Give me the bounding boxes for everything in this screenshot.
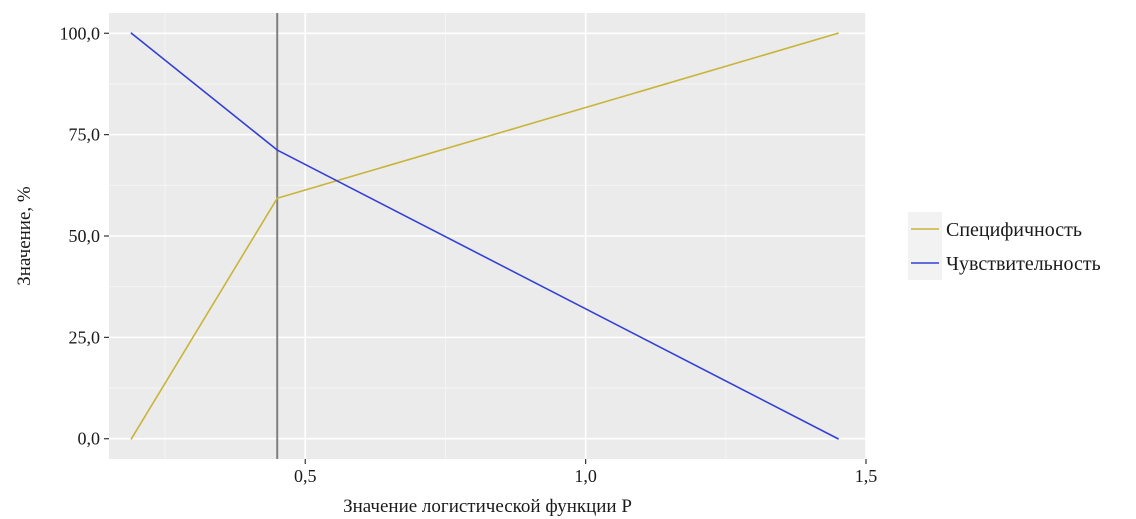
- series-layer: [130, 32, 839, 440]
- series-0-point: [837, 32, 839, 35]
- y-tick-label: 50,0: [69, 226, 101, 246]
- legend-label: Специфичность: [946, 219, 1082, 241]
- x-tick-label: 1,5: [855, 466, 878, 486]
- x-axis-title: Значение логистической функции P: [343, 496, 632, 517]
- series-0-point: [130, 437, 133, 440]
- legend-label: Чувствительность: [946, 253, 1101, 275]
- legend: Специфичность Чувствительность: [908, 212, 1101, 280]
- x-tick-label: 0,5: [294, 466, 317, 486]
- x-tick-label: 1,0: [574, 466, 597, 486]
- series-1-point: [837, 437, 839, 440]
- x-axis: 0,5 1,0 1,5: [294, 459, 877, 486]
- series-1-point: [130, 32, 133, 35]
- grid-major: [109, 13, 867, 459]
- y-tick-label: 25,0: [69, 327, 101, 347]
- series-1-point: [276, 149, 279, 151]
- y-axis-title: Значение, %: [14, 186, 35, 286]
- y-axis: 0,0 25,0 50,0 75,0 100,0: [60, 23, 109, 449]
- series-0-point: [276, 197, 279, 200]
- y-tick-label: 100,0: [60, 23, 101, 43]
- y-tick-label: 0,0: [78, 429, 101, 449]
- y-tick-label: 75,0: [69, 125, 101, 145]
